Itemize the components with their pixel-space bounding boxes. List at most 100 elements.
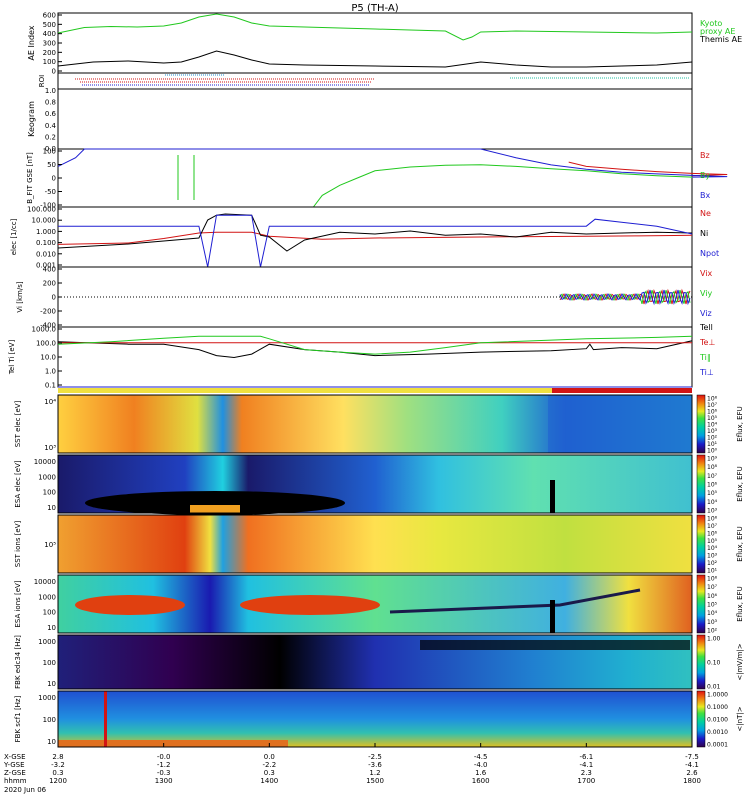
spectrogram-1-ytick: 1000 [38,473,56,481]
bfit-ytick-label: -50 [45,188,56,196]
ae-ytick-label: 500 [43,21,56,29]
ae-series-0-line [57,13,693,41]
colorbar-3-tick: 10⁶ [707,593,718,600]
keogram-ytick-label: 0.2 [45,133,56,141]
spectrogram-1-ylabel: ESA elec [eV] [14,460,22,507]
colorbar-2-tick: 10⁵ [707,538,718,545]
ephemeris-value-3-3: 1500 [366,777,384,785]
ephemeris-value-1-0: -3.2 [51,761,65,769]
ephemeris-value-2-2: 0.3 [264,769,275,777]
panel-temp-frame [57,326,693,388]
dens-ytick-label: 100.000 [27,206,56,214]
colorbar-3-tick: 10⁸ [707,576,718,583]
ephemeris-value-2-5: 2.3 [581,769,592,777]
ae-ytick-label: 400 [43,30,56,38]
ephemeris-value-1-1: -1.2 [157,761,171,769]
temp-series-2-line [57,335,693,355]
bfit-ytick-label: 100 [43,148,56,156]
spectrogram-fbk-edc34 [57,634,693,690]
colorbar-1-tick: 10⁸ [707,464,718,471]
colorbar-1-tick: 10⁹ [707,456,718,463]
ae-series-1-line [57,50,693,68]
panel-bfit-series [57,148,728,208]
legend-ae-2: Themis AE [699,35,742,44]
panel-temp-series [57,334,693,388]
panel-keogram-frame [57,88,693,150]
legend-bfit-1: By [700,171,710,180]
colorbar-1-label: Eflux, EFU [736,466,744,501]
spectrogram-3-ylabel: ESA ions [eV] [14,580,22,627]
legend-dens-2: Npot [700,249,719,258]
legend-vi-0: Vix [700,269,713,278]
panel-keogram: 1.0 0.8 0.6 0.4 0.2 0.0 Keogram [27,87,693,153]
colorbar-0-label: Eflux, EFU [736,406,744,441]
bfit-series-1-line [313,164,693,208]
colorbar-0-tick: 10⁵ [707,415,718,422]
bfit-ytick-label: -100 [40,202,56,210]
colorbar-5-tick: 0.0100 [707,717,728,724]
colorbar-2-tick: 10⁶ [707,530,718,537]
spectrogram-sst-elec [57,394,693,454]
temp-ytick-label: 0.1 [45,382,56,390]
dens-series-1-line [57,213,693,252]
ephemeris-row-label-2: Z-GSE [4,769,26,777]
ephemeris-value-3-5: 1700 [577,777,595,785]
vi-ytick-label: 200 [43,280,56,288]
panel-roi-ylabel: ROI [38,75,46,87]
ae-ytick-label: 300 [43,40,56,48]
colorbar-3 [696,574,706,634]
panel-ae-ylabel: AE Index [27,25,36,60]
plot-title: P5 (TH-A) [351,3,398,14]
legend-ae-0: Kyoto [700,19,722,28]
ephemeris-row-label-0: X-GSE [4,753,26,761]
vi-ytick-label: -400 [40,322,56,330]
spectrogram-0-ytick: 10³ [44,444,56,452]
temp-ytick-label: 1000.0 [32,326,57,334]
colorbar-0-tick: 10⁸ [707,396,718,403]
spectrogram-esa-elec [57,454,693,515]
spectrogram-sst-ions [57,514,693,574]
legend-dens-0: Ne [700,209,711,218]
colorbar-3-label: Eflux, EFU [736,586,744,621]
temp-ytick-label: 100.0 [36,340,56,348]
panel-dens-series [57,213,693,268]
vi-green-trace [559,289,691,305]
colorbar-5-tick: 0.0010 [707,729,728,736]
colorbar-4-tick: 0.01 [707,684,721,691]
spectrogram-3-ytick: 100 [43,609,56,617]
colorbar-0-tick: 10² [707,435,718,442]
colorbar-2-tick: 10³ [707,553,718,560]
temp-series-0-line [57,334,693,359]
ephemeris-row-label-3: hhmm [4,777,27,785]
legend-bfit-0: Bz [700,151,710,160]
dens-ytick-label: 0.100 [36,239,56,247]
spectrogram-3-ytick: 10 [47,624,56,632]
dens-series-0-line [57,231,693,245]
spectrogram-5-ytick: 10 [47,738,56,746]
colorbar-0-tick: 10³ [707,428,718,435]
ephemeris-value-3-0: 1200 [49,777,67,785]
ae-ytick-label: 600 [43,12,56,20]
colorbar-4-label: <|mV/m|> [736,643,744,680]
dens-ytick-label: 0.010 [36,250,56,258]
spectrogram-1-ytick: 10000 [34,458,56,466]
spectrogram-1-ytick: 100 [43,489,56,497]
spectrogram-0-ytick: 10⁴ [44,398,56,406]
ephemeris-value-2-6: 2.6 [686,769,698,777]
temp-ytick-label: 10.0 [40,354,56,362]
colorbar-0-tick: 10⁰ [707,448,718,455]
ephemeris-value-2-1: -0.3 [157,769,171,777]
mode-bar-fast [552,388,692,393]
vi-ytick-label: 400 [43,266,56,274]
colorbar-1 [696,454,706,514]
ephemeris-value-1-4: -4.0 [474,761,488,769]
spectrogram-4-ytick: 10 [47,680,56,688]
legend-vi-1: Viy [700,289,713,298]
spectrogram-1-ytick: 10 [47,504,56,512]
ephemeris-value-0-5: -6.1 [579,753,593,761]
ephemeris-value-3-1: 1300 [155,777,173,785]
